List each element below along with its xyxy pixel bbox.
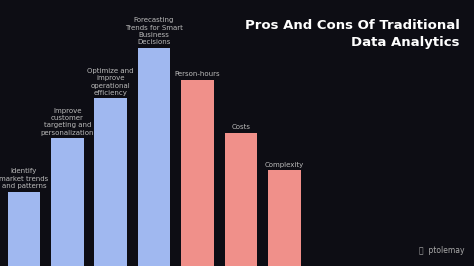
- Bar: [94, 98, 127, 266]
- Text: Ⓟ  ptolemay: Ⓟ ptolemay: [419, 246, 465, 255]
- Bar: [181, 80, 214, 266]
- Bar: [138, 48, 170, 266]
- Text: Pros And Cons Of Traditional
Data Analytics: Pros And Cons Of Traditional Data Analyt…: [245, 19, 460, 49]
- Text: Optimize and
improve
operational
efficiency: Optimize and improve operational efficie…: [87, 68, 134, 96]
- Text: Identify
market trends
and patterns: Identify market trends and patterns: [0, 168, 48, 189]
- Text: Forecasting
Trends for Smart
Business
Decisions: Forecasting Trends for Smart Business De…: [125, 18, 183, 45]
- Bar: [268, 170, 301, 266]
- Bar: [8, 192, 40, 266]
- Text: Improve
customer
targeting and
personalization: Improve customer targeting and personali…: [40, 108, 94, 136]
- Text: Costs: Costs: [231, 124, 250, 130]
- Text: Complexity: Complexity: [264, 161, 304, 168]
- Bar: [225, 133, 257, 266]
- Bar: [51, 138, 83, 266]
- Text: Person-hours: Person-hours: [174, 71, 220, 77]
